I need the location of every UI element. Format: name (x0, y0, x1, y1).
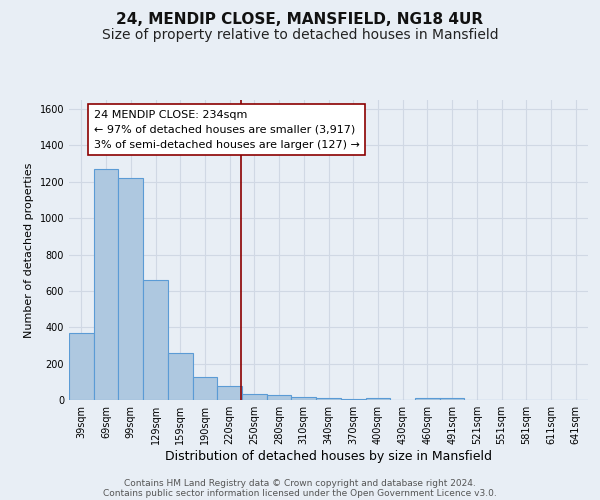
Bar (440, 398, 464, 400)
Bar (118, 178, 143, 400)
Y-axis label: Number of detached properties: Number of detached properties (24, 162, 34, 338)
Text: Contains HM Land Registry data © Crown copyright and database right 2024.: Contains HM Land Registry data © Crown c… (124, 478, 476, 488)
Bar (193, 378, 217, 400)
Bar (267, 396, 292, 400)
X-axis label: Distribution of detached houses by size in Mansfield: Distribution of detached houses by size … (165, 450, 492, 463)
Bar (415, 398, 440, 400)
Text: 24, MENDIP CLOSE, MANSFIELD, NG18 4UR: 24, MENDIP CLOSE, MANSFIELD, NG18 4UR (116, 12, 484, 28)
Bar (217, 386, 242, 400)
Bar (94, 169, 118, 400)
Bar (168, 352, 193, 400)
Bar (242, 394, 267, 400)
Bar (365, 398, 390, 400)
Text: Size of property relative to detached houses in Mansfield: Size of property relative to detached ho… (101, 28, 499, 42)
Bar (292, 398, 316, 400)
Bar (69, 332, 94, 400)
Bar (316, 398, 341, 400)
Text: Contains public sector information licensed under the Open Government Licence v3: Contains public sector information licen… (103, 488, 497, 498)
Bar (143, 280, 168, 400)
Text: 24 MENDIP CLOSE: 234sqm
← 97% of detached houses are smaller (3,917)
3% of semi-: 24 MENDIP CLOSE: 234sqm ← 97% of detache… (94, 110, 359, 150)
Bar (341, 399, 365, 400)
